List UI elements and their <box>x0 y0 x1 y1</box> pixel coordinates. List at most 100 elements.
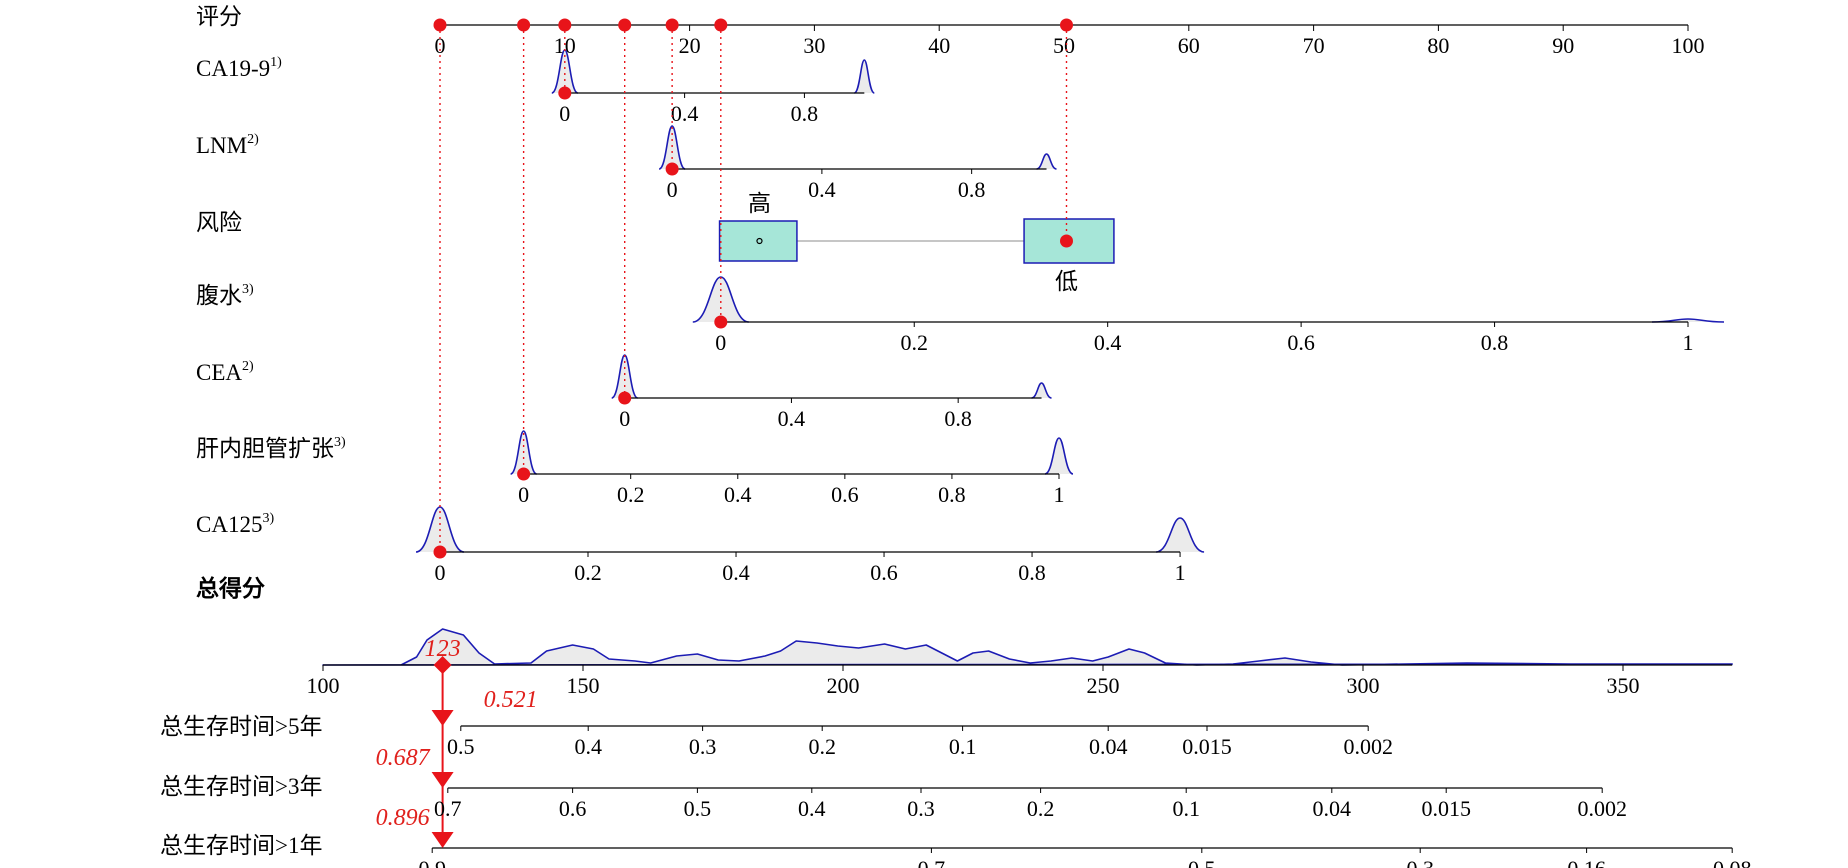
survival-tick-label-2: 0.3 <box>1406 856 1434 868</box>
points-axis-label: 评分 <box>196 4 242 29</box>
risk-box-high <box>718 220 798 262</box>
survival-tick-label-1: 0.3 <box>907 796 935 821</box>
survival-tick-label-2: 0.7 <box>918 856 946 868</box>
points-axis-marker-3 <box>618 18 632 32</box>
variable-tick-label-ihbd: 1 <box>1054 482 1065 507</box>
survival-predicted-value-2: 0.896 <box>376 805 430 831</box>
variable-tick-label-ascites: 0.6 <box>1287 330 1315 355</box>
points-axis-tick-label: 30 <box>803 33 825 58</box>
variable-tick-label-lnm: 0 <box>667 177 678 202</box>
variable-label-ascites: 腹水3) <box>196 282 254 308</box>
selected-marker-ascites <box>714 315 728 329</box>
density-bump-cea-high <box>1031 382 1052 399</box>
variable-tick-label-ihbd: 0.4 <box>724 482 752 507</box>
survival-marker-2 <box>431 832 454 848</box>
variable-label-lnm-text: LNM <box>196 133 247 158</box>
density-bump-lnm-low <box>658 125 686 170</box>
variable-label-ca125-text: CA125 <box>196 512 262 537</box>
variable-tick-label-cea: 0 <box>619 406 630 431</box>
survival-tick-label-1: 0.2 <box>1027 796 1055 821</box>
density-bump-ca199-high <box>853 59 876 94</box>
points-axis-tick-label: 0 <box>435 33 446 58</box>
survival-tick-label-0: 0.3 <box>689 734 717 759</box>
variable-label-cea: CEA2) <box>196 359 254 385</box>
survival-tick-label-1: 0.5 <box>684 796 712 821</box>
survival-marker-1 <box>431 772 454 788</box>
selected-marker-lnm <box>665 162 679 176</box>
survival-tick-label-0: 0.2 <box>808 734 836 759</box>
variable-tick-label-ca125: 0.2 <box>574 560 602 585</box>
total-points-tick-label: 100 <box>307 673 340 698</box>
variable-tick-label-lnm: 0.8 <box>958 177 986 202</box>
selected-marker-ca125 <box>433 545 447 559</box>
points-axis-tick-label: 100 <box>1672 33 1705 58</box>
variable-label-ascites-superscript: 3) <box>242 282 254 297</box>
survival-label-1: 总生存时间>3年 <box>160 774 322 799</box>
survival-tick-label-1: 0.002 <box>1577 796 1627 821</box>
survival-tick-label-0: 0.04 <box>1089 734 1128 759</box>
selected-marker-risk <box>1059 234 1073 248</box>
total-points-tick-label: 200 <box>827 673 860 698</box>
survival-tick-label-1: 0.6 <box>559 796 587 821</box>
survival-tick-label-2: 0.16 <box>1567 856 1606 868</box>
survival-label-2: 总生存时间>1年 <box>160 833 322 858</box>
survival-tick-label-1: 0.1 <box>1172 796 1200 821</box>
points-axis-tick-label: 90 <box>1552 33 1574 58</box>
variable-tick-label-ascites: 0 <box>715 330 726 355</box>
survival-tick-label-0: 0.015 <box>1182 734 1232 759</box>
points-axis-tick-label: 70 <box>1303 33 1325 58</box>
survival-predicted-value-0: 0.521 <box>484 687 538 713</box>
variable-tick-label-cea: 0.4 <box>778 406 806 431</box>
points-axis-marker-6 <box>1059 18 1073 32</box>
variable-label-ihbd-superscript: 3) <box>334 435 346 450</box>
variable-label-ascites-text: 腹水 <box>196 283 242 308</box>
density-bump-ihbd-high <box>1044 437 1074 475</box>
density-bump-ca125-high <box>1155 517 1205 553</box>
survival-tick-label-2: 0.08 <box>1713 856 1752 868</box>
variable-tick-label-ca199: 0 <box>559 101 570 126</box>
points-axis-marker-0 <box>433 18 447 32</box>
total-points-density <box>322 628 1733 666</box>
survival-tick-label-2: 0.9 <box>418 856 446 868</box>
variable-tick-label-ihbd: 0.8 <box>938 482 966 507</box>
variable-tick-label-ca125: 0.4 <box>722 560 750 585</box>
total-points-selected-marker <box>433 656 452 674</box>
variable-label-ca125-superscript: 3) <box>262 511 274 526</box>
variable-tick-label-lnm: 0.4 <box>808 177 836 202</box>
survival-tick-label-0: 0.5 <box>447 734 475 759</box>
total-points-tick-label: 350 <box>1607 673 1640 698</box>
points-axis-marker-5 <box>714 18 728 32</box>
total-points-tick-label: 300 <box>1347 673 1380 698</box>
variable-label-lnm: LNM2) <box>196 132 259 158</box>
survival-label-0: 总生存时间>5年 <box>160 714 322 739</box>
risk-category-label-low: 低 <box>1055 269 1078 294</box>
variable-label-risk-text: 风险 <box>196 210 242 235</box>
survival-tick-label-1: 0.4 <box>798 796 826 821</box>
survival-predicted-value-1: 0.687 <box>376 745 431 771</box>
variable-tick-label-ascites: 1 <box>1683 330 1694 355</box>
risk-category-label-high: 高 <box>748 191 771 216</box>
variable-tick-label-ca125: 0.8 <box>1018 560 1046 585</box>
density-bump-lnm-high <box>1036 153 1057 170</box>
points-axis-tick-label: 40 <box>928 33 950 58</box>
total-points-label: 总得分 <box>196 575 265 601</box>
points-axis-tick-label: 20 <box>679 33 701 58</box>
variable-label-ihbd-text: 肝内胆管扩张 <box>196 436 334 461</box>
variable-tick-label-ca199: 0.8 <box>791 101 819 126</box>
variable-tick-label-ihbd: 0 <box>518 482 529 507</box>
variable-label-ihbd: 肝内胆管扩张3) <box>196 435 346 461</box>
variable-tick-label-ascites: 0.8 <box>1481 330 1509 355</box>
total-points-tick-label: 250 <box>1087 673 1120 698</box>
variable-tick-label-ca125: 0 <box>435 560 446 585</box>
points-axis-tick-label: 10 <box>554 33 576 58</box>
variable-tick-label-ca125: 0.6 <box>870 560 898 585</box>
risk-high-center-dot <box>756 237 763 245</box>
variable-label-risk: 风险 <box>196 210 242 235</box>
survival-tick-label-0: 0.002 <box>1343 734 1393 759</box>
points-axis-tick-label: 50 <box>1053 33 1075 58</box>
density-bump-ascites-high <box>1651 318 1725 323</box>
variable-tick-label-ascites: 0.4 <box>1094 330 1122 355</box>
variable-label-ca199: CA19-91) <box>196 55 282 81</box>
points-axis-tick-label: 80 <box>1427 33 1449 58</box>
variable-label-cea-superscript: 2) <box>242 359 254 374</box>
